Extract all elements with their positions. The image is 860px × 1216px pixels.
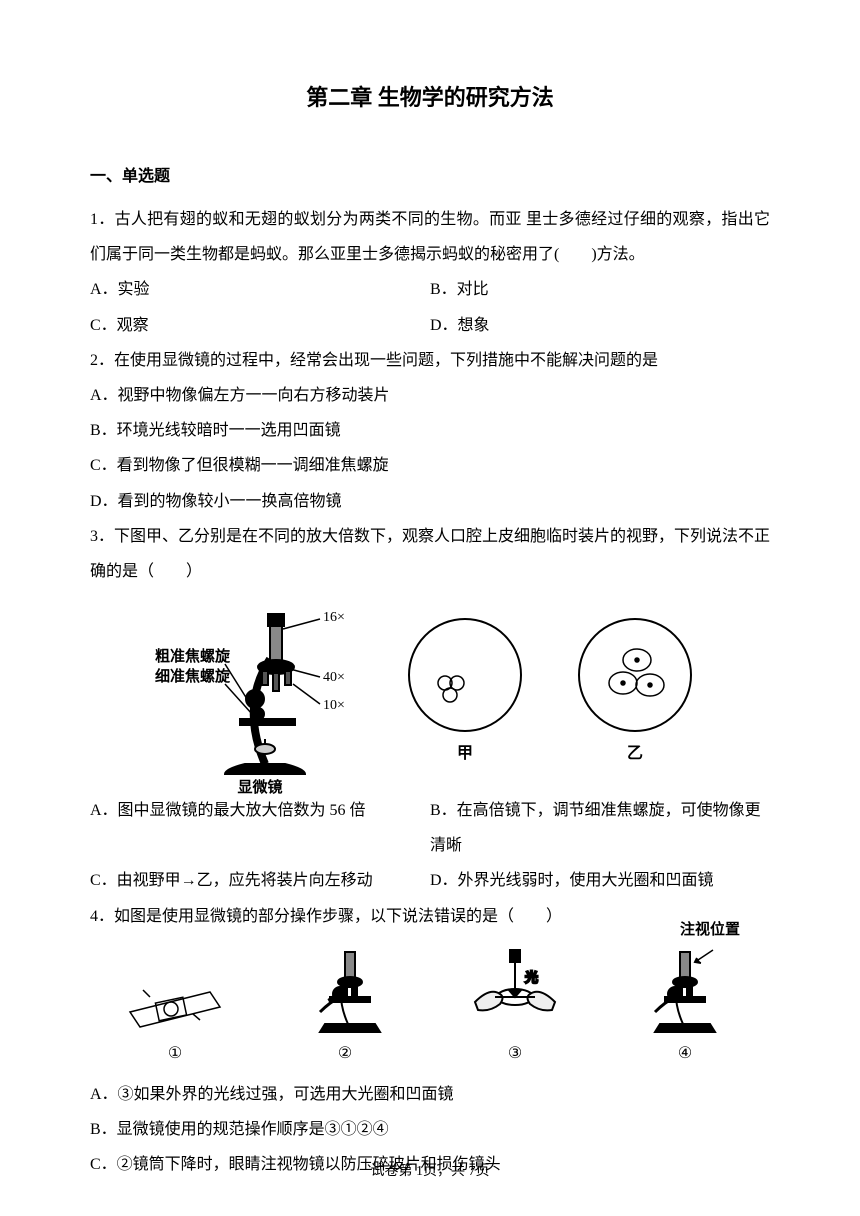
q3-optA: A．图中显微镜的最大放大倍数为 56 倍 (90, 793, 430, 863)
circle-yi: 乙 (565, 615, 705, 763)
q2-text: 2．在使用显微镜的过程中，经常会出现一些问题，下列措施中不能解决问题的是 (90, 343, 770, 378)
q4-anno: 注视位置 (680, 918, 740, 939)
q3-text: 3．下图甲、乙分别是在不同的放大倍数下，观察人口腔上皮细胞临时装片的视野，下列说… (90, 519, 770, 589)
yi-label: 乙 (565, 739, 705, 763)
svg-text:光: 光 (524, 970, 538, 985)
step-1: ① (100, 962, 250, 1063)
mag-10: 10× (323, 698, 345, 713)
mag-40: 40× (323, 670, 345, 685)
q4-figure: 注视位置 ① (90, 942, 770, 1063)
q3-figure: 16× 40× 10× 粗准焦螺旋 细准焦螺旋 显微镜 甲 乙 (90, 599, 770, 779)
page-title: 第二章 生物学的研究方法 (90, 80, 770, 112)
q1-optD: D．想象 (430, 308, 770, 343)
scope-label: 显微镜 (155, 776, 365, 797)
q3-optC: C．由视野甲→乙，应先将装片向左移动 (90, 863, 430, 898)
q2-optC: C．看到物像了但很模糊一一调细准焦螺旋 (90, 448, 770, 483)
step4-label: ④ (610, 1043, 760, 1063)
step1-label: ① (100, 1043, 250, 1063)
step-4: ④ (610, 942, 760, 1063)
section-heading: 一、单选题 (90, 162, 770, 186)
step-2: ② (270, 942, 420, 1063)
q3-optB: B．在高倍镜下，调节细准焦螺旋，可使物像更清晰 (430, 793, 770, 863)
jia-label: 甲 (395, 739, 535, 763)
q4-text: 4．如图是使用显微镜的部分操作步骤，以下说法错误的是（ ） (90, 899, 770, 934)
q3-optD: D．外界光线弱时，使用大光圈和凹面镜 (430, 863, 770, 898)
q2-optD: D．看到的物像较小一一换高倍物镜 (90, 484, 770, 519)
q2-optA: A．视野中物像偏左方一一向右方移动装片 (90, 378, 770, 413)
mag-16: 16× (323, 610, 345, 625)
step2-label: ② (270, 1043, 420, 1063)
circle-jia: 甲 (395, 615, 535, 763)
q1-optB: B．对比 (430, 272, 770, 307)
fine-label: 细准焦螺旋 (155, 667, 231, 685)
step3-label: ③ (440, 1043, 590, 1063)
step-3: 光 ③ (440, 942, 590, 1063)
q4-optB: B．显微镜使用的规范操作顺序是③①②④ (90, 1112, 770, 1147)
coarse-label: 粗准焦螺旋 (155, 647, 231, 665)
microscope-figure: 16× 40× 10× 粗准焦螺旋 细准焦螺旋 显微镜 (155, 599, 365, 779)
q2-optB: B．环境光线较暗时一一选用凹面镜 (90, 413, 770, 448)
q4-optA: A．③如果外界的光线过强，可选用大光圈和凹面镜 (90, 1077, 770, 1112)
q1-optC: C．观察 (90, 308, 430, 343)
q1-text: 1．古人把有翅的蚁和无翅的蚁划分为两类不同的生物。而亚 里士多德经过仔细的观察，… (90, 202, 770, 272)
q1-optA: A．实验 (90, 272, 430, 307)
page-footer: 试卷第 1页，共 7页 (0, 1160, 860, 1180)
